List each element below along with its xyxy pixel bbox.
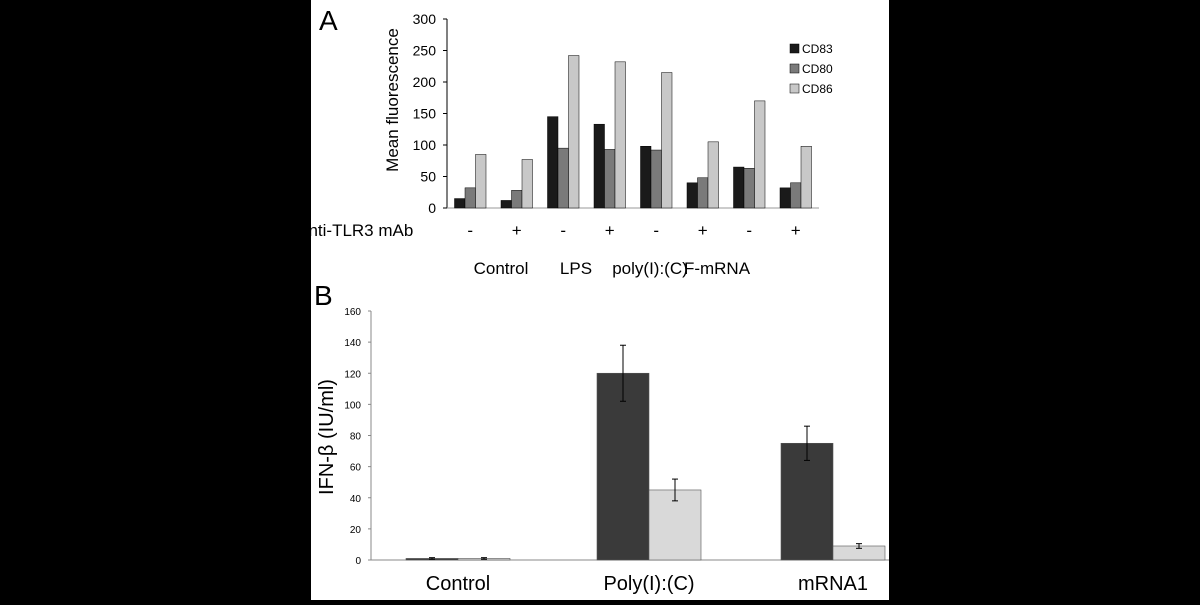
panel-a-bar (800, 146, 812, 209)
panel-a-chart: Mean fluorescence anti-TLR3 mAb 0 50 100 15… (299, 11, 833, 278)
panel-a-y-tick-label: 150 (413, 106, 437, 122)
panel-b-y-tick-label: 140 (344, 338, 361, 349)
panel-a-bar (661, 72, 673, 209)
legend-label: CD83 (802, 42, 833, 56)
panel-b-y-tick-label: 0 (355, 556, 361, 567)
panel-a-bar (707, 141, 719, 209)
panel-a-bar (593, 123, 605, 209)
antibody-label: anti-TLR3 mAb (311, 221, 413, 240)
panel-a-group-label: Control (474, 259, 529, 278)
panel-a-bar (614, 61, 626, 209)
panel-b-chart: IFN-β (IU/ml) 0 20 40 60 80 100 120 140 160 Contr… (316, 307, 889, 595)
legend-swatch (789, 83, 800, 94)
panel-b-y-tick-label: 40 (350, 494, 362, 505)
panel-a-bar (697, 177, 709, 209)
panel-a-bar (557, 147, 569, 209)
legend-box (781, 36, 831, 96)
figure-canvas: A Mean fluorescence anti-TLR3 mAb 0 50 100… (299, 0, 889, 600)
antibody-sign-label: - (560, 221, 566, 240)
panel-b-bar (596, 372, 650, 561)
antibody-sign-label: - (467, 221, 473, 240)
panel-b-y-tick-label: 80 (350, 432, 362, 443)
legend-label: CD86 (802, 82, 833, 96)
panel-b-y-tick-label: 120 (344, 369, 361, 380)
panel-b-y-tick-label: 60 (350, 463, 362, 474)
panel-a-bar (779, 187, 791, 209)
panel-a-bar (650, 149, 662, 209)
panel-a-bar (547, 116, 559, 209)
panel-a-bar (743, 168, 755, 209)
panel-a-bar (604, 149, 616, 209)
antibody-sign-label: + (605, 221, 615, 240)
panel-a-y-tick-label: 100 (413, 137, 437, 153)
panel-b-category-label: Poly(I):(C) (603, 573, 694, 595)
panel-a-y-tick-label: 50 (420, 169, 436, 185)
panel-a-bar (568, 55, 580, 209)
panel-a-group-label: poly(I):(C) (612, 259, 688, 278)
panel-a-y-tick-label: 250 (413, 43, 437, 59)
panel-a-bar (464, 187, 476, 209)
panel-a-bar (754, 100, 766, 209)
legend-label: CD80 (802, 62, 833, 76)
panel-a-bar (475, 154, 487, 209)
panel-b-category-label: mRNA1 (798, 573, 868, 595)
panel-b-bar (648, 489, 702, 561)
figure-svg: A Mean fluorescence anti-TLR3 mAb 0 50 100… (299, 5, 889, 595)
panel-b-ylabel: IFN-β (IU/ml) (316, 379, 338, 495)
panel-a-bar (511, 190, 523, 209)
antibody-sign-label: - (653, 221, 659, 240)
panel-a-group-label: F-mRNA (684, 259, 751, 278)
panel-a-y-tick-label: 300 (413, 11, 437, 27)
panel-a-y-tick-label: 0 (428, 200, 436, 216)
panel-b-y-tick-label: 100 (344, 400, 361, 411)
panel-b-y-tick-label: 160 (344, 307, 361, 318)
antibody-sign-label: + (512, 221, 522, 240)
panel-a-bar (454, 198, 466, 209)
legend-swatch (789, 43, 800, 54)
legend-swatch (789, 63, 800, 74)
panel-b-category-label: Control (426, 573, 490, 595)
antibody-sign-label: + (698, 221, 708, 240)
panel-a-bar (733, 166, 745, 209)
panel-b-bar (780, 442, 834, 561)
panel-a-bar (640, 146, 652, 209)
panel-a-bar (500, 200, 512, 209)
panel-a-legend: CD83 CD80 CD86 (781, 36, 833, 96)
antibody-sign-label: - (746, 221, 752, 240)
panel-a-ylabel: Mean fluorescence (383, 28, 402, 172)
antibody-sign-label: + (791, 221, 801, 240)
panel-a-y-tick-label: 200 (413, 74, 437, 90)
panel-b-y-tick-label: 20 (350, 525, 362, 536)
panel-a-bar (790, 182, 802, 209)
panel-a-group-label: LPS (560, 259, 592, 278)
panel-a-label: A (319, 5, 338, 36)
panel-b-label: B (314, 280, 333, 311)
panel-a-bar (686, 182, 698, 209)
panel-a-bar (521, 159, 533, 209)
